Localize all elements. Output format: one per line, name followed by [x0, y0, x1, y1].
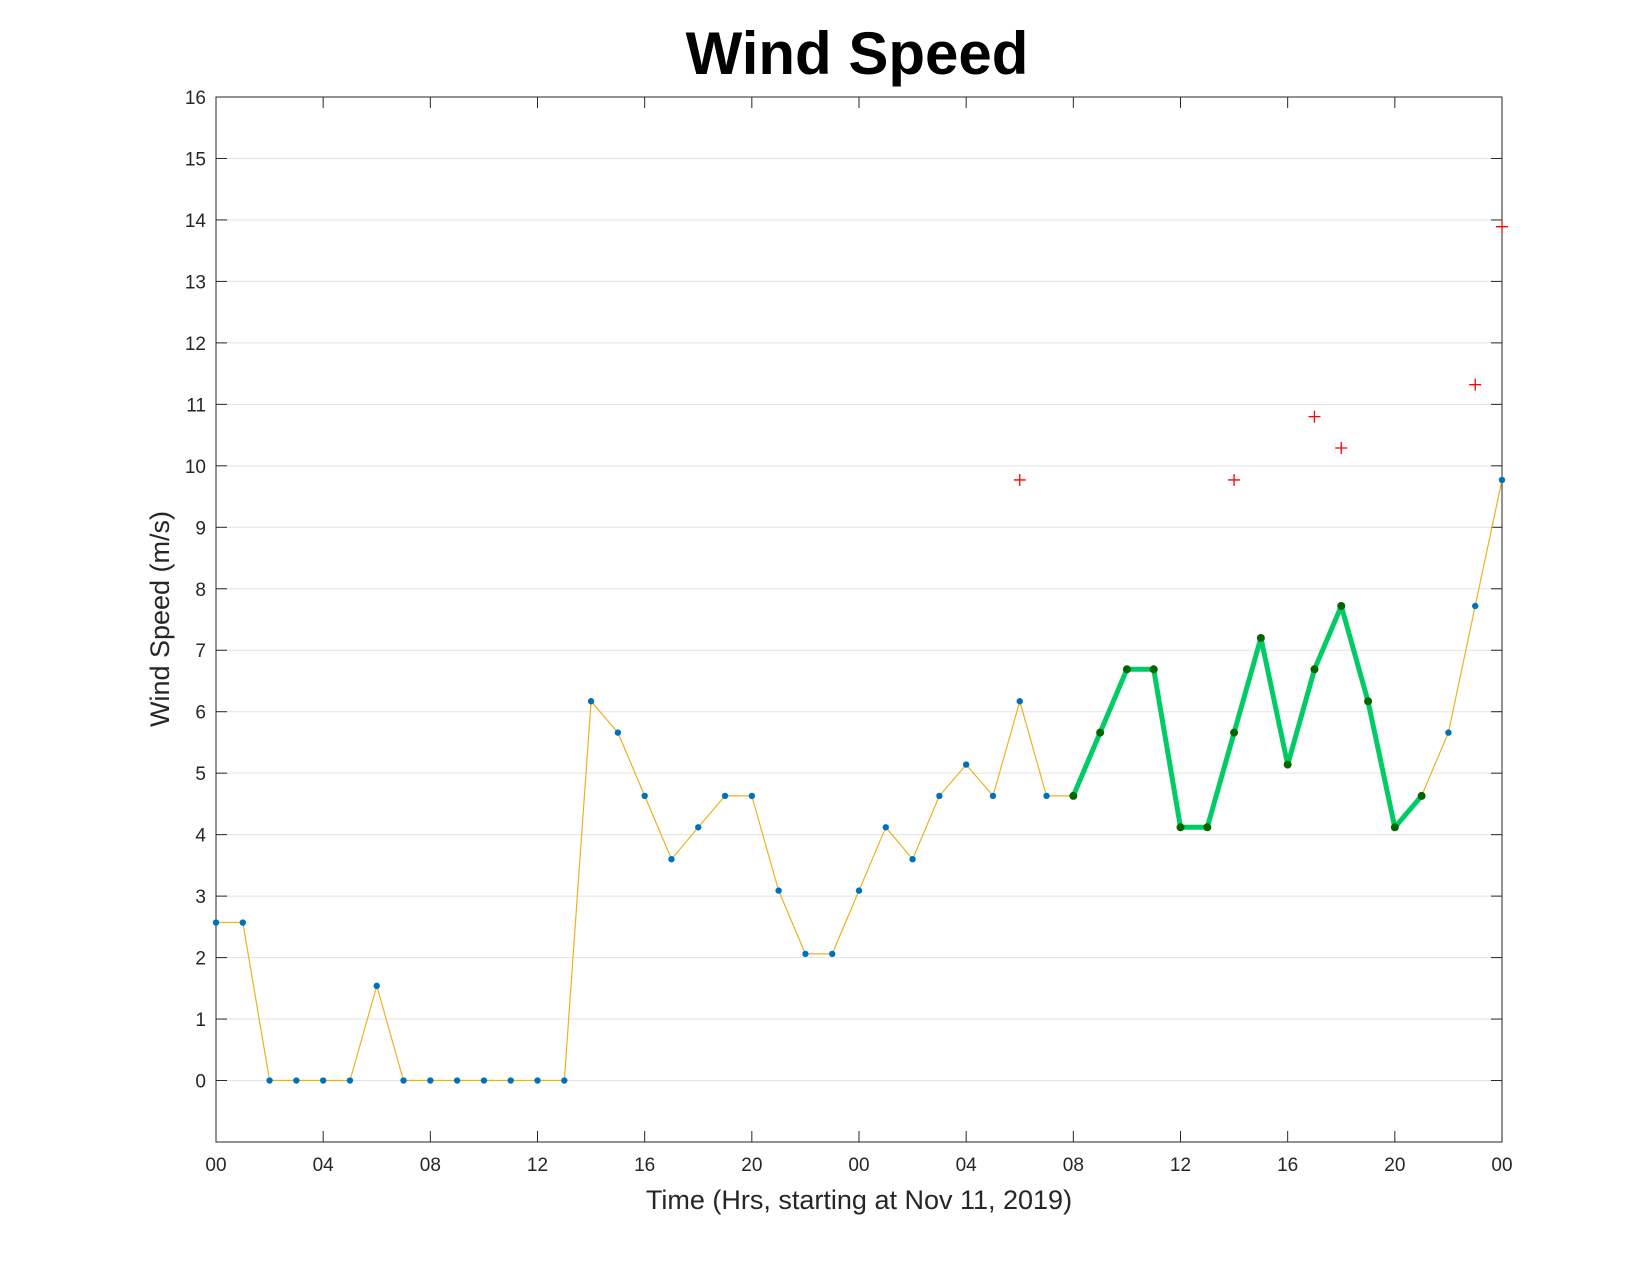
data-point [480, 1077, 488, 1084]
data-point [748, 792, 756, 800]
data-point [534, 1077, 541, 1084]
outlier-plus-point [1228, 473, 1241, 486]
data-point [829, 950, 836, 958]
data-point [587, 698, 595, 705]
series-line [216, 479, 1503, 1082]
x-tick-label: 08 [1063, 1155, 1084, 1176]
data-point [641, 792, 648, 800]
x-tick-label: 12 [1170, 1155, 1191, 1176]
data-point [427, 1077, 434, 1084]
y-tick-label: 15 [185, 149, 206, 170]
y-tick-label: 0 [195, 1072, 206, 1093]
series-thick-highlight [1069, 601, 1426, 832]
data-point [989, 792, 997, 800]
data-point [668, 856, 675, 863]
data-point [1016, 698, 1023, 705]
outlier-plus-point [1496, 220, 1508, 233]
gridlines [216, 96, 1502, 1082]
outlier-plus-point [1308, 410, 1321, 423]
data-point [775, 887, 782, 894]
highlight-point [1364, 697, 1373, 706]
highlight-point [1310, 665, 1319, 674]
highlight-point [1096, 728, 1105, 737]
data-point [507, 1077, 514, 1084]
y-tick-label: 12 [185, 334, 206, 355]
y-axis-label: Wind Speed (m/s) [145, 511, 175, 727]
data-point [212, 919, 220, 926]
y-tick-label: 9 [195, 518, 206, 539]
data-point [802, 950, 809, 958]
x-tick-label: 00 [848, 1155, 869, 1176]
plot-area-frame [215, 96, 1503, 1143]
y-tick-label: 1 [195, 1010, 206, 1031]
data-point [1498, 476, 1506, 484]
data-point [1445, 729, 1452, 736]
x-tick-label: 04 [313, 1155, 335, 1176]
y-tick-label: 10 [185, 457, 206, 478]
outlier-plus-point [1335, 441, 1348, 454]
highlight-point [1069, 791, 1078, 800]
outlier-plus-point [1469, 378, 1482, 391]
data-point [855, 887, 863, 894]
data-point [561, 1077, 568, 1084]
data-series [212, 220, 1508, 1084]
data-point [695, 824, 702, 831]
data-point [266, 1077, 273, 1084]
data-point [453, 1077, 461, 1084]
data-point [936, 792, 943, 800]
data-point [962, 761, 970, 768]
series-thin-line-with-markers [212, 476, 1506, 1084]
series-plus-markers [1013, 220, 1508, 486]
y-tick-label: 8 [195, 580, 206, 601]
highlight-point [1122, 665, 1131, 674]
x-tick-label: 16 [634, 1155, 655, 1176]
highlight-point [1203, 823, 1212, 832]
y-tick-label: 13 [185, 272, 206, 293]
highlight-point [1337, 601, 1346, 610]
chart-title: Wind Speed [686, 20, 1029, 87]
x-tick-label: 16 [1277, 1155, 1298, 1176]
data-point [319, 1077, 327, 1084]
data-point [346, 1077, 354, 1084]
highlight-point [1283, 760, 1292, 769]
y-tick-label: 14 [185, 211, 207, 232]
y-tick-label: 6 [195, 703, 206, 724]
x-tick-label: 20 [741, 1155, 762, 1176]
x-tick-label: 00 [1491, 1155, 1512, 1176]
highlight-point [1230, 728, 1239, 737]
data-point [721, 792, 729, 800]
x-tick-label: 00 [205, 1155, 226, 1176]
highlight-point [1149, 665, 1158, 674]
x-axis-label: Time (Hrs, starting at Nov 11, 2019) [646, 1185, 1072, 1215]
data-point [373, 982, 380, 990]
highlight-point [1176, 823, 1185, 832]
highlight-point [1417, 791, 1426, 800]
data-point [909, 856, 916, 863]
highlight-point [1256, 633, 1265, 642]
highlight-line [1070, 603, 1424, 830]
outlier-plus-point [1013, 473, 1026, 486]
highlight-point [1390, 823, 1399, 832]
x-tick-label: 20 [1384, 1155, 1405, 1176]
data-point [1043, 792, 1050, 800]
x-tick-label: 08 [420, 1155, 441, 1176]
y-tick-label: 16 [185, 88, 206, 109]
x-tick-label: 12 [527, 1155, 548, 1176]
x-tick-label: 04 [956, 1155, 978, 1176]
data-point [293, 1077, 300, 1084]
data-point [614, 729, 622, 736]
y-tick-label: 4 [195, 826, 206, 847]
data-point [882, 824, 889, 831]
y-tick-label: 7 [195, 641, 206, 662]
y-tick-label: 2 [195, 949, 206, 970]
y-tick-label: 11 [186, 395, 206, 416]
data-point [239, 919, 246, 926]
y-tick-label: 3 [195, 887, 206, 908]
data-point [400, 1077, 407, 1084]
data-point [1472, 602, 1479, 610]
y-tick-label: 5 [195, 764, 206, 785]
